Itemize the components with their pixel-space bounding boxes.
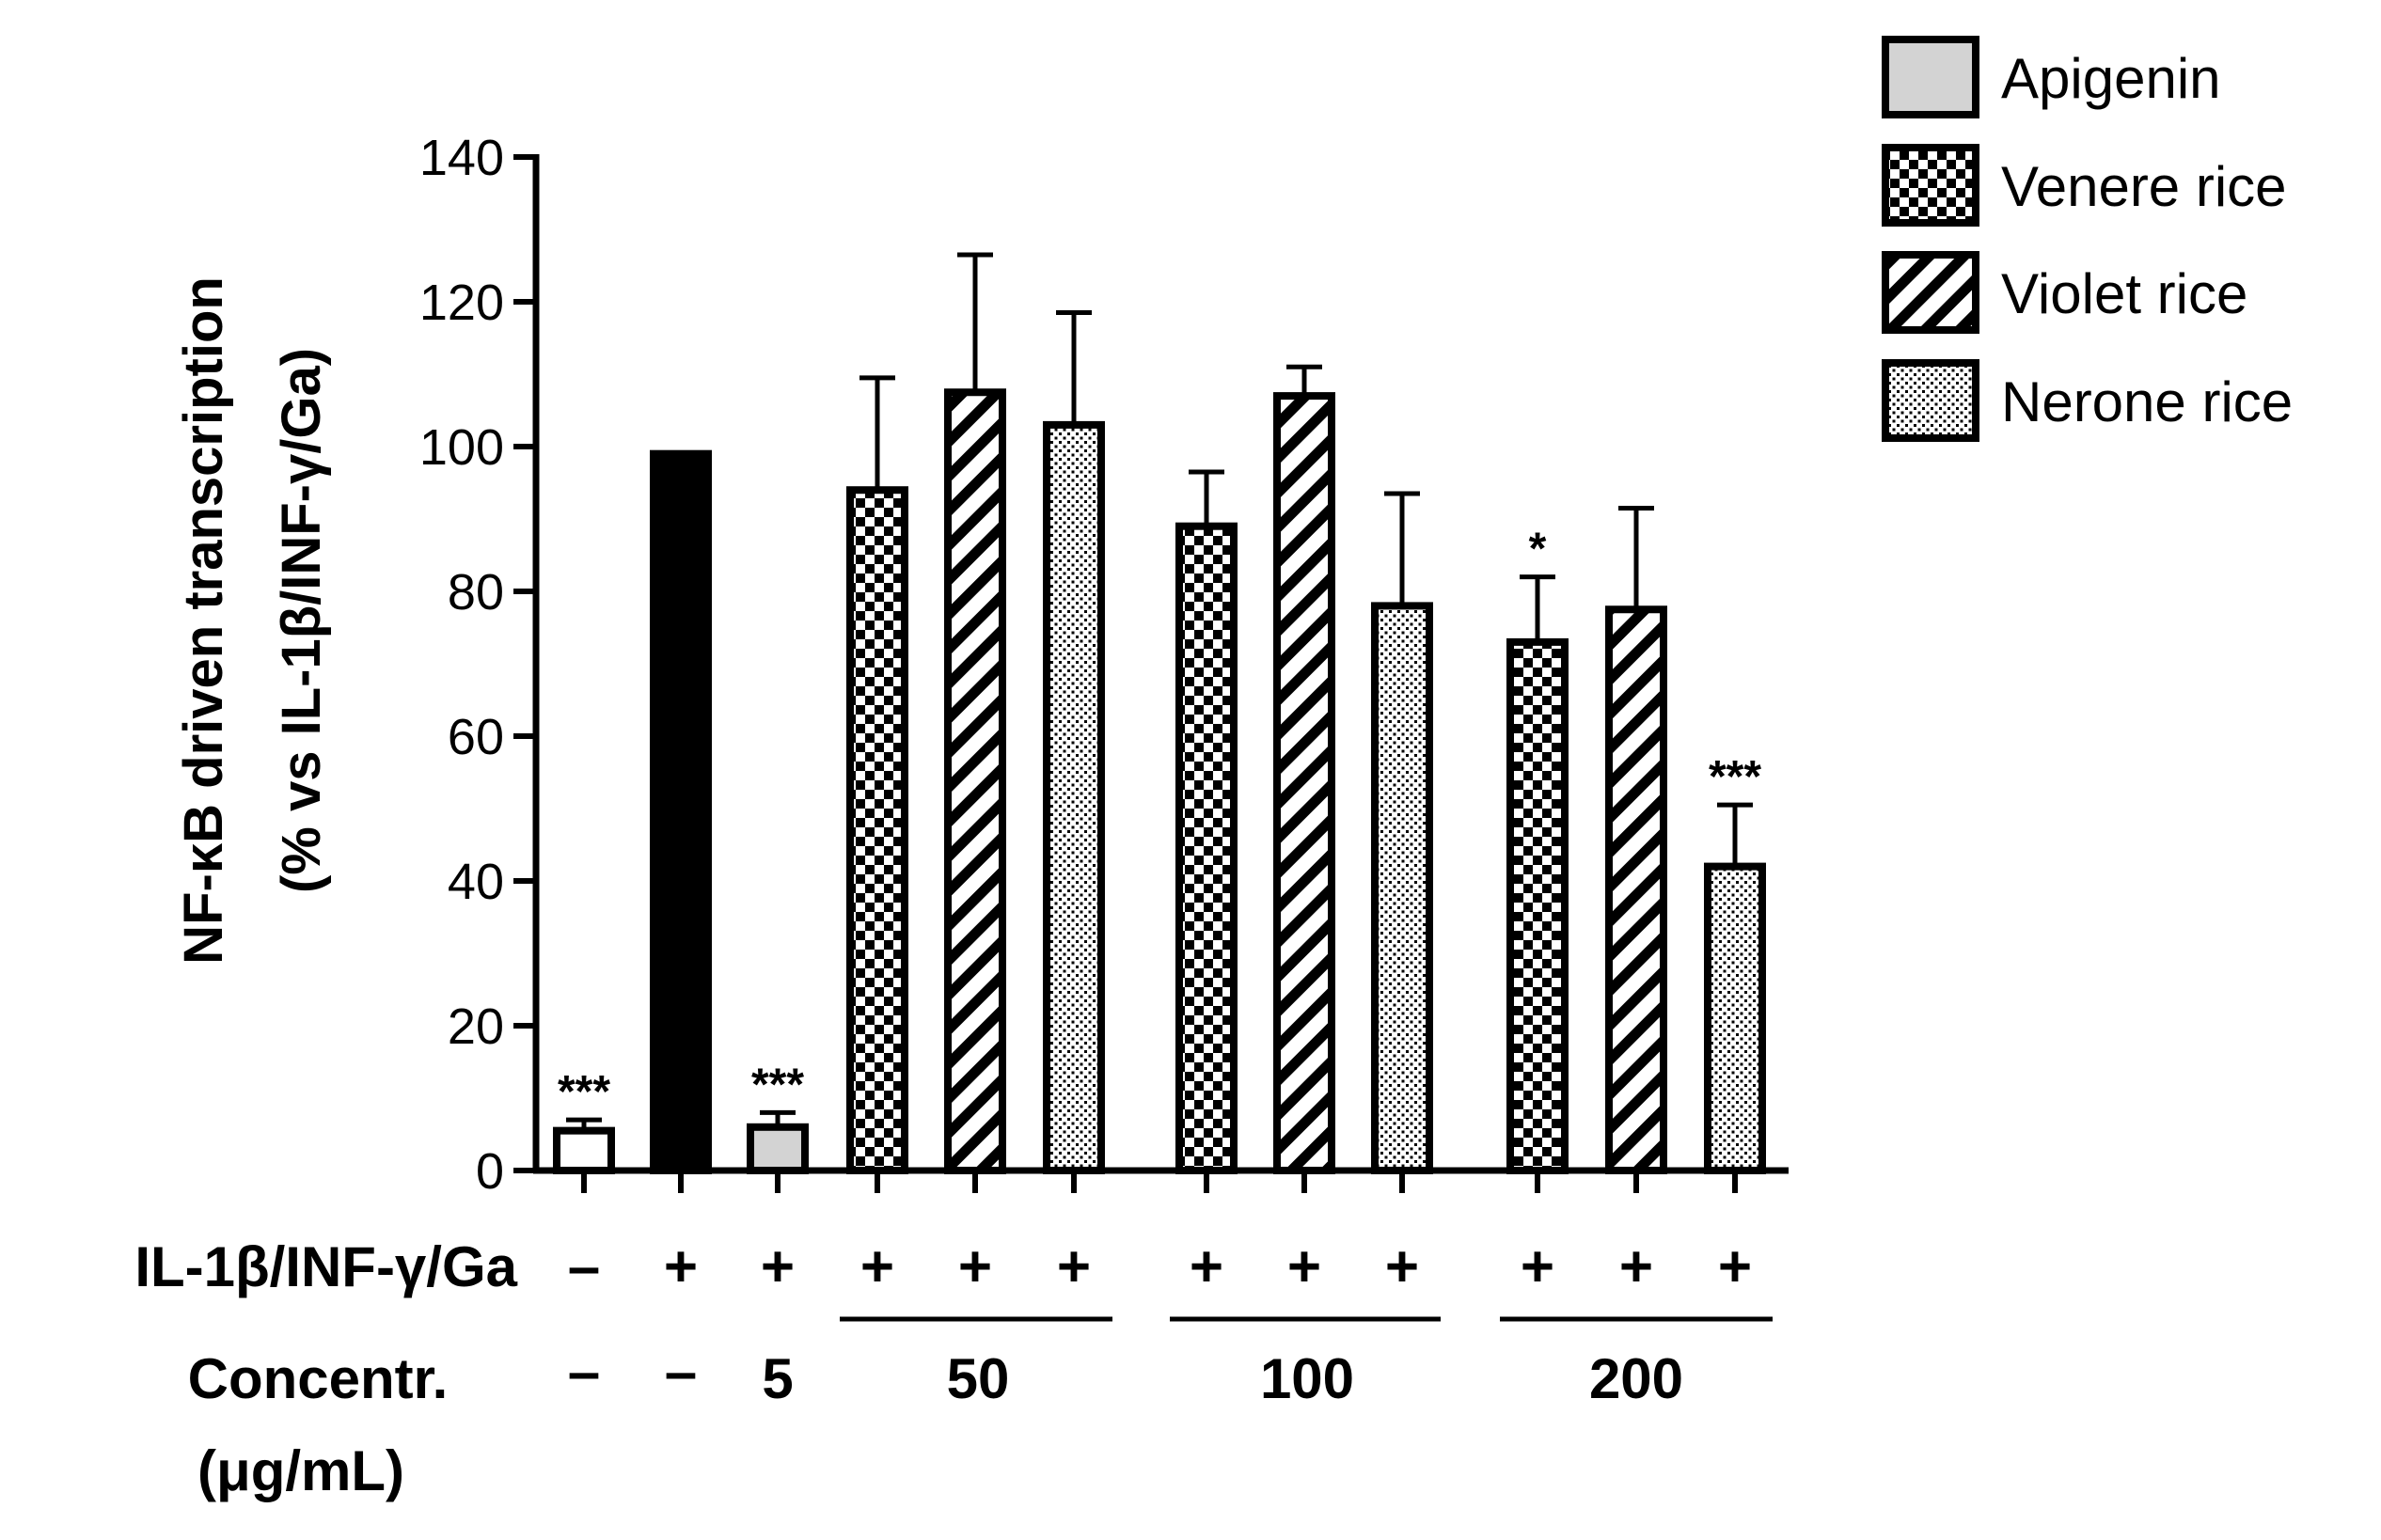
treatment-symbol: + — [761, 1234, 795, 1299]
y-tick-label: 80 — [448, 564, 504, 621]
x-axis — [533, 1167, 1789, 1193]
bar-checker — [846, 486, 908, 1174]
bar-checker — [1175, 522, 1238, 1174]
treatment-symbol: + — [958, 1234, 992, 1299]
concentration-row-label-line2: (μg/mL) — [197, 1439, 404, 1502]
legend-swatch-hatch — [1882, 251, 1979, 334]
significance-label: *** — [751, 1060, 804, 1109]
concentration-row: – – 5 50 100 200 — [568, 1316, 1773, 1410]
y-tick-label: 0 — [476, 1143, 504, 1200]
treatment-symbol: + — [1521, 1234, 1554, 1299]
y-tick-label: 100 — [419, 419, 504, 476]
legend-label: Nerone rice — [2001, 370, 2293, 433]
treatment-symbol: – — [568, 1234, 600, 1299]
treatment-symbol: + — [1057, 1234, 1091, 1299]
y-axis-title-line2: (% vs IL-1β/INF-γ/Ga) — [271, 348, 332, 893]
legend: Apigenin Venere rice Violet rice Nerone ric… — [1882, 36, 2293, 442]
treatment-symbol: + — [664, 1234, 698, 1299]
significance-label: *** — [558, 1067, 610, 1117]
treatment-symbol: + — [1190, 1234, 1223, 1299]
legend-label: Violet rice — [2001, 262, 2247, 325]
treatment-row: – + + + + + + + + + + + — [568, 1234, 1752, 1299]
bar-dots — [1043, 420, 1105, 1174]
treatment-symbol: + — [1287, 1234, 1321, 1299]
concentration-dash: – — [665, 1340, 697, 1405]
concentration-row-label-line1: Concentr. — [188, 1347, 449, 1410]
y-tick-label: 120 — [419, 275, 504, 331]
bars: *** ******* — [553, 252, 1766, 1175]
y-tick-label: 140 — [419, 130, 504, 186]
treatment-symbol: + — [1718, 1234, 1752, 1299]
legend-label: Venere rice — [2001, 155, 2287, 218]
treatment-row-label: IL-1β/INF-γ/Ga — [134, 1235, 517, 1298]
treatment-symbol: + — [1619, 1234, 1653, 1299]
bar-hatch — [1605, 605, 1667, 1174]
bar-white — [553, 1126, 615, 1175]
concentration-group-label: 50 — [947, 1347, 1010, 1410]
legend-swatch-gray — [1882, 36, 1979, 118]
concentration-dash: – — [568, 1340, 600, 1405]
bar-dots — [1371, 602, 1433, 1174]
bar-dots — [1704, 862, 1766, 1174]
bar-gray — [747, 1123, 809, 1175]
concentration-group-label: 100 — [1260, 1347, 1354, 1410]
legend-swatch-dots — [1882, 359, 1979, 442]
bar-black — [650, 449, 712, 1174]
y-axis-title: NF-κB driven transcription (% vs IL-1β/I… — [173, 276, 332, 965]
legend-swatch-checker — [1882, 144, 1979, 227]
y-tick-label: 60 — [448, 709, 504, 765]
treatment-symbol: + — [1385, 1234, 1419, 1299]
bar-hatch — [1273, 392, 1335, 1175]
significance-label: * — [1529, 525, 1547, 574]
y-axis-title-line1: NF-κB driven transcription — [173, 276, 234, 965]
bar-checker — [1506, 637, 1569, 1174]
significance-label: *** — [1709, 752, 1761, 802]
y-tick-label: 40 — [448, 854, 504, 910]
treatment-symbol: + — [860, 1234, 894, 1299]
legend-label: Apigenin — [2001, 47, 2221, 110]
bar-hatch — [944, 388, 1006, 1174]
concentration-group-label: 5 — [762, 1347, 793, 1410]
y-tick-label: 20 — [448, 998, 504, 1055]
concentration-group-label: 200 — [1589, 1347, 1683, 1410]
y-axis: 0 20 40 60 80 100 120 140 — [419, 130, 540, 1200]
